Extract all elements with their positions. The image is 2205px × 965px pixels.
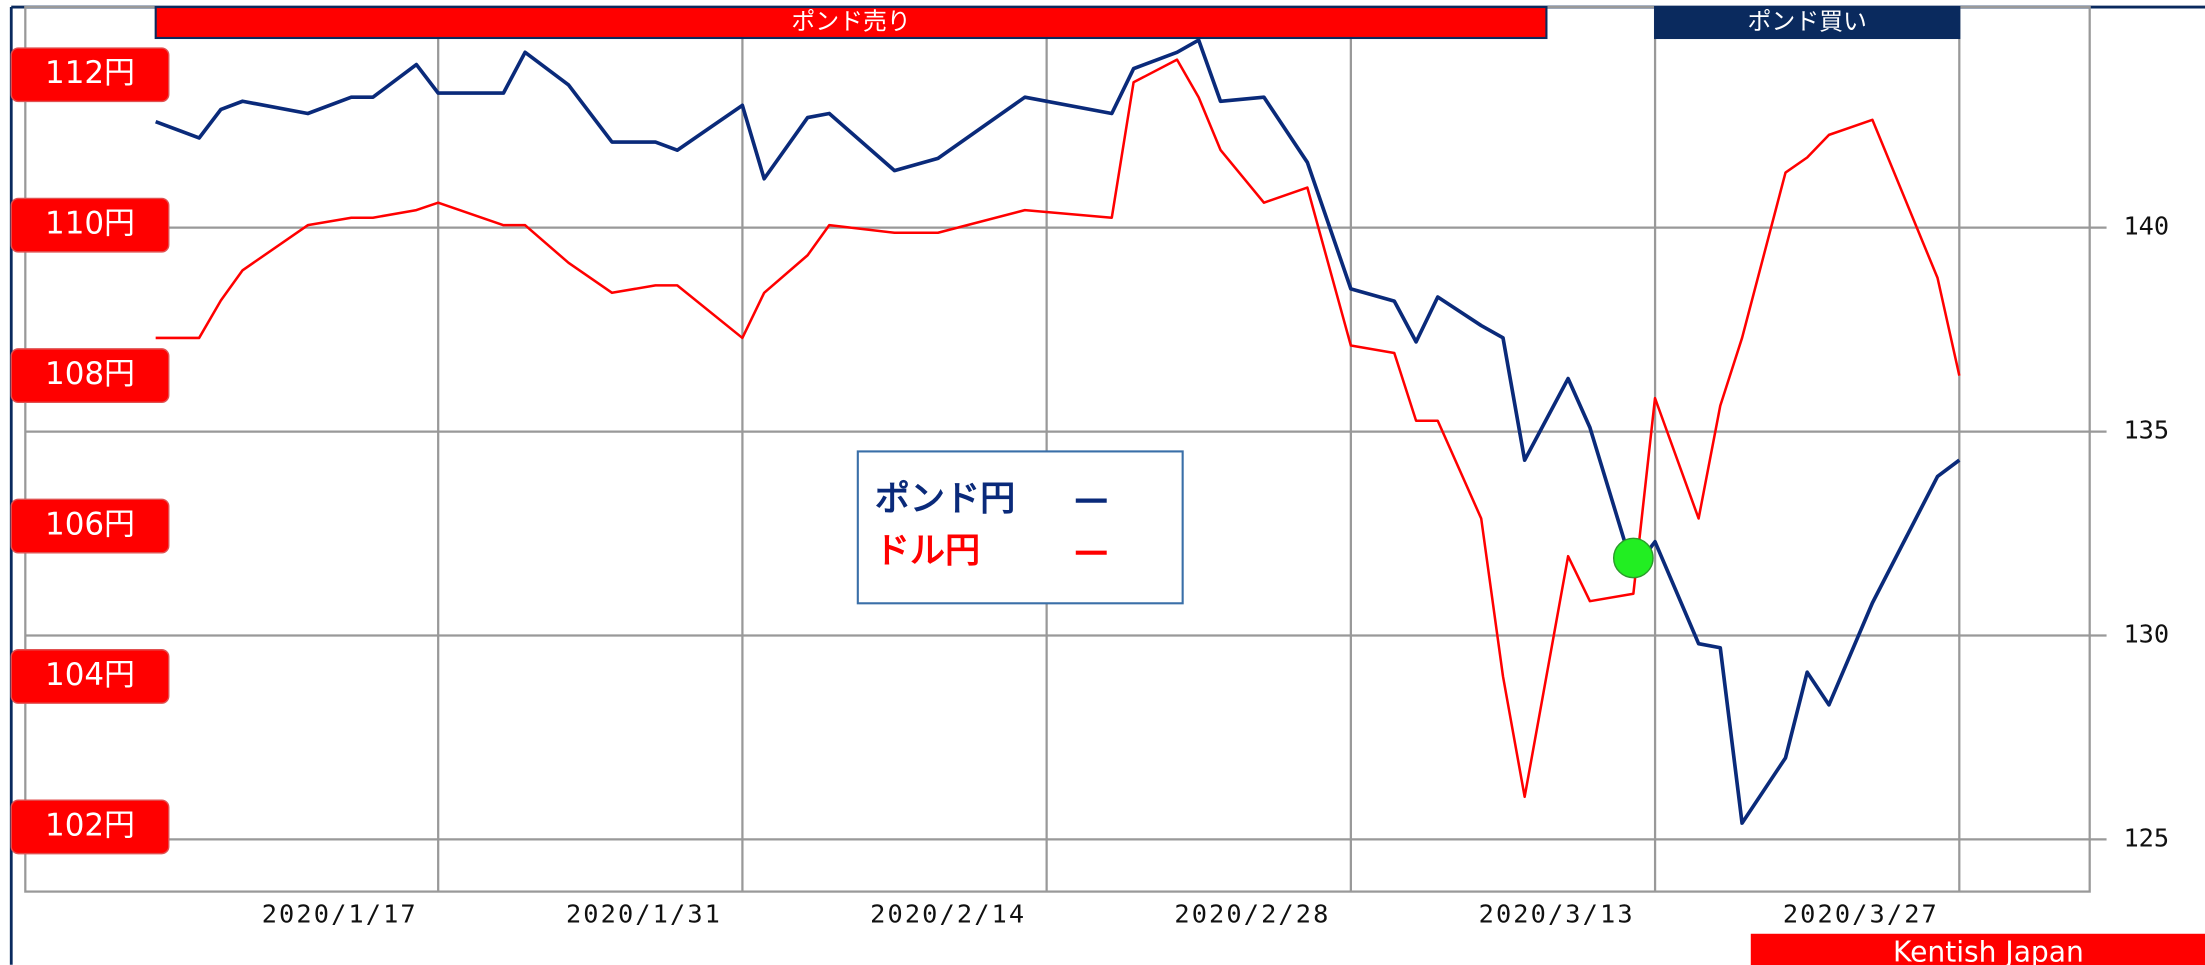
y2-tick-label: 108円: [45, 356, 135, 392]
grid: [25, 7, 2090, 892]
y-tick-label: 135: [2123, 416, 2169, 445]
legend-label: ポンド円: [875, 479, 1016, 520]
highlight-point: [1612, 537, 1654, 579]
legend-label: ドル円: [875, 531, 980, 572]
y-tick-label: 125: [2123, 823, 2169, 852]
y2-tick-box: [10, 197, 170, 253]
series-line: [155, 58, 1961, 799]
y-tick-label: 130: [2123, 619, 2169, 648]
y2-tick-box: [10, 498, 170, 554]
series-line: [155, 38, 1961, 825]
banner-label: ポンド売り: [791, 8, 910, 36]
y2-tick-box: [10, 47, 170, 103]
y2-tick-label: 110円: [45, 206, 135, 242]
y2-tick-box: [10, 649, 170, 704]
banner: [1654, 5, 1961, 40]
x-tick-label: 2020/1/17: [262, 899, 418, 928]
banner-label: ポンド買い: [1747, 8, 1866, 36]
legend-box: [856, 450, 1184, 605]
legend: ポンド円 ドル円: [856, 450, 1184, 605]
x-tick-label: 2020/2/14: [870, 899, 1026, 928]
x-tick-label: 2020/2/28: [1174, 899, 1330, 928]
y2-tick-label: 104円: [45, 657, 135, 693]
y2-tick-box: [10, 348, 170, 404]
y2-tick-label: 106円: [45, 507, 135, 543]
x-tick-label: 2020/1/31: [566, 899, 722, 928]
credit: Kentish Japan: [1893, 935, 2084, 965]
x-tick-label: 2020/3/13: [1479, 899, 1635, 928]
credit-box: [1750, 933, 2205, 965]
banner: [154, 5, 1548, 40]
plot-frame: [24, 5, 2091, 893]
x-tick-label: 2020/3/27: [1783, 899, 1939, 928]
y2-tick-label: 102円: [45, 807, 135, 843]
marks: [155, 38, 1961, 825]
y2-tick-label: 112円: [45, 55, 135, 91]
y2-tick-box: [10, 799, 170, 855]
y-tick-label: 140: [2123, 212, 2169, 241]
